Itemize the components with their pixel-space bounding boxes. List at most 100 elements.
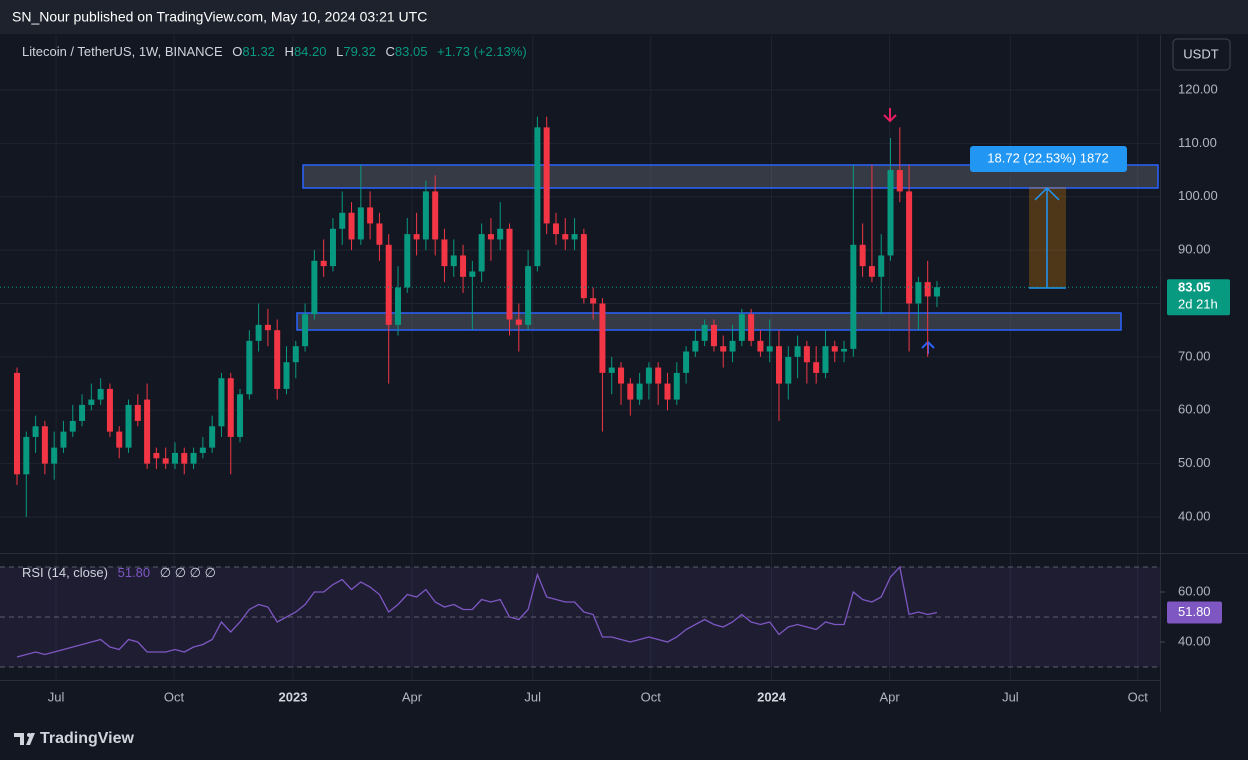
x-tick-label: 2024: [757, 689, 787, 704]
grid: [0, 35, 1160, 680]
resistance-zone: [302, 164, 1159, 189]
candle-body: [320, 260, 327, 267]
last-price-label: 83.05: [1178, 280, 1211, 295]
brand-name: TradingView: [40, 730, 135, 747]
candle-body: [227, 378, 234, 437]
candle-body: [329, 228, 336, 267]
candle-body: [478, 234, 485, 272]
candle-body: [878, 255, 885, 277]
candle-body: [915, 282, 922, 304]
x-tick-label: Jul: [524, 689, 541, 704]
candle-body: [348, 212, 355, 240]
rsi-placeholders: ∅ ∅ ∅ ∅: [160, 565, 216, 580]
candle-body: [803, 346, 810, 363]
candle-body: [469, 271, 476, 277]
candle-body: [543, 127, 550, 224]
open-value: 81.32: [242, 44, 275, 59]
candle-body: [636, 383, 643, 400]
x-tick-label: Jul: [1002, 689, 1019, 704]
ohlc-letter: O: [232, 44, 242, 59]
y-tick-label: 50.00: [1178, 455, 1211, 470]
candle-body: [413, 234, 420, 240]
candle-body: [357, 207, 364, 240]
candle-body: [283, 362, 290, 389]
y-tick-label: 120.00: [1178, 81, 1218, 96]
candle-body: [218, 378, 225, 427]
candle-body: [766, 346, 773, 352]
candle-body: [134, 404, 141, 421]
y-tick-label: 90.00: [1178, 242, 1211, 257]
y-tick-label: 60.00: [1178, 402, 1211, 417]
candle-body: [738, 314, 745, 341]
x-tick-label: Apr: [879, 689, 900, 704]
candle-body: [618, 367, 625, 384]
rsi-tick-label: 60.00: [1178, 583, 1211, 598]
candle-body: [571, 234, 578, 240]
candle-body: [292, 346, 299, 363]
high-value: 84.20: [294, 44, 327, 59]
countdown-label: 2d 21h: [1178, 297, 1218, 312]
candle-body: [404, 234, 411, 288]
candle-body: [590, 298, 597, 304]
x-tick-label: Oct: [641, 689, 662, 704]
candle-body: [580, 234, 587, 299]
low-value: 79.32: [343, 44, 376, 59]
candle-body: [701, 324, 708, 341]
candle-body: [69, 420, 76, 432]
candle-body: [264, 324, 271, 331]
candle-body: [199, 447, 206, 453]
rsi-legend: RSI (14, close) 51.80 ∅ ∅ ∅ ∅: [22, 565, 216, 580]
rsi-tag: [1167, 601, 1222, 624]
candle-body: [450, 255, 457, 267]
candle-body: [302, 314, 309, 347]
symbol-title: Litecoin / TetherUS, 1W, BINANCE: [22, 44, 223, 59]
candle-body: [125, 404, 132, 448]
candle-body: [497, 228, 504, 240]
candle-body: [710, 324, 717, 347]
candle-body: [60, 431, 67, 448]
x-tick-label: 2023: [279, 689, 308, 704]
candle-body: [729, 340, 736, 352]
candle-body: [422, 191, 429, 240]
measure-label-box: [970, 146, 1127, 172]
candle-body: [868, 266, 875, 277]
rsi-panel: [0, 565, 1165, 668]
header-bar: [0, 0, 1248, 34]
currency-button[interactable]: [1172, 38, 1231, 71]
candle-body: [153, 452, 160, 459]
rsi-tick-label: 40.00: [1178, 633, 1211, 648]
candle-body: [41, 426, 48, 464]
y-tick-label: 100.00: [1178, 188, 1218, 203]
candle-body: [655, 367, 662, 384]
candle-body: [367, 207, 374, 224]
candle-body: [209, 426, 216, 448]
candle-body: [460, 255, 467, 277]
ohlc-letter: C: [386, 44, 395, 59]
candle-body: [683, 351, 690, 373]
published-line: SN_Nour published on TradingView.com, Ma…: [12, 9, 427, 25]
rsi-line: [16, 565, 938, 658]
candle-body: [627, 383, 634, 400]
candle-body: [933, 287, 940, 297]
rsi-value: 51.80: [118, 565, 151, 580]
candle-body: [181, 452, 188, 464]
candle-body: [552, 223, 559, 235]
support-zone: [296, 312, 1122, 331]
candle-body: [776, 346, 783, 384]
candle-body: [88, 399, 95, 405]
currency-button-label[interactable]: USDT: [1183, 46, 1218, 61]
candle-body: [339, 212, 346, 229]
candle-body: [32, 426, 39, 437]
candle-body: [441, 239, 448, 267]
brand-logo: [14, 733, 35, 745]
candle-body: [432, 191, 439, 240]
x-tick-label: Oct: [164, 689, 185, 704]
candle-body: [841, 348, 848, 352]
candle-body: [887, 170, 894, 256]
x-tick-label: Jul: [48, 689, 65, 704]
candle-body: [274, 330, 281, 389]
candle-body: [822, 346, 829, 373]
x-tick-label: Oct: [1128, 689, 1149, 704]
change-value: +1.73 (+2.13%): [437, 44, 527, 59]
